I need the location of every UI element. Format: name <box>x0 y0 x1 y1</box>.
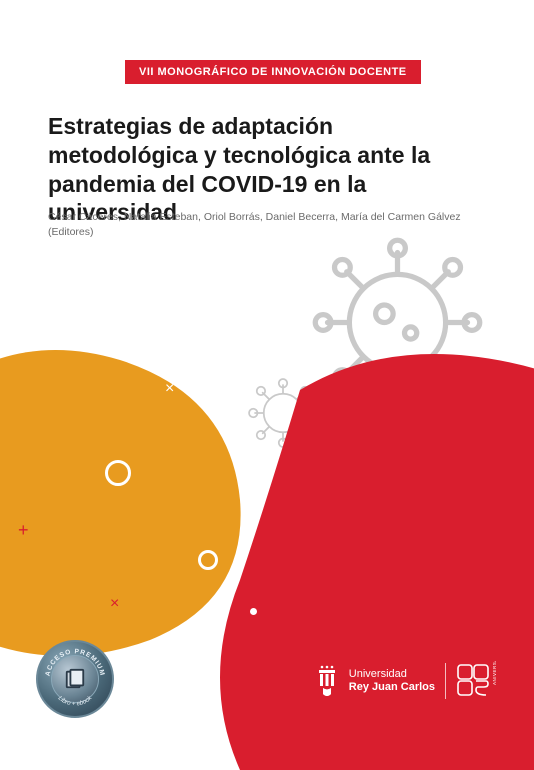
university-logo-block: u Universidad Rey Juan Carlos ANIVERSARI… <box>313 661 502 701</box>
university-name-line2: Rey Juan Carlos <box>349 681 435 694</box>
series-badge: VII MONOGRÁFICO DE INNOVACIÓN DOCENTE <box>125 60 421 84</box>
dot-decoration <box>250 608 257 615</box>
svg-text:ACCESO PREMIUM: ACCESO PREMIUM <box>44 648 105 677</box>
x-decoration: × <box>165 380 174 398</box>
university-name-line1: Universidad <box>349 668 435 681</box>
red-blob <box>220 350 534 770</box>
svg-text:Libro + ebook: Libro + ebook <box>57 694 94 708</box>
svg-text:ANIVERSARIO: ANIVERSARIO <box>492 661 497 685</box>
logo-divider <box>445 663 446 699</box>
x-decoration: × <box>110 595 119 613</box>
circle-decoration <box>105 460 131 486</box>
anniversary-25-logo: ANIVERSARIO <box>456 661 502 701</box>
university-crest-icon: u <box>313 663 341 699</box>
premium-seal-badge: ACCESO PREMIUM Libro + ebook <box>36 640 114 718</box>
circle-decoration <box>198 550 218 570</box>
university-logo: u Universidad Rey Juan Carlos <box>313 663 435 699</box>
plus-decoration: + <box>18 520 29 541</box>
